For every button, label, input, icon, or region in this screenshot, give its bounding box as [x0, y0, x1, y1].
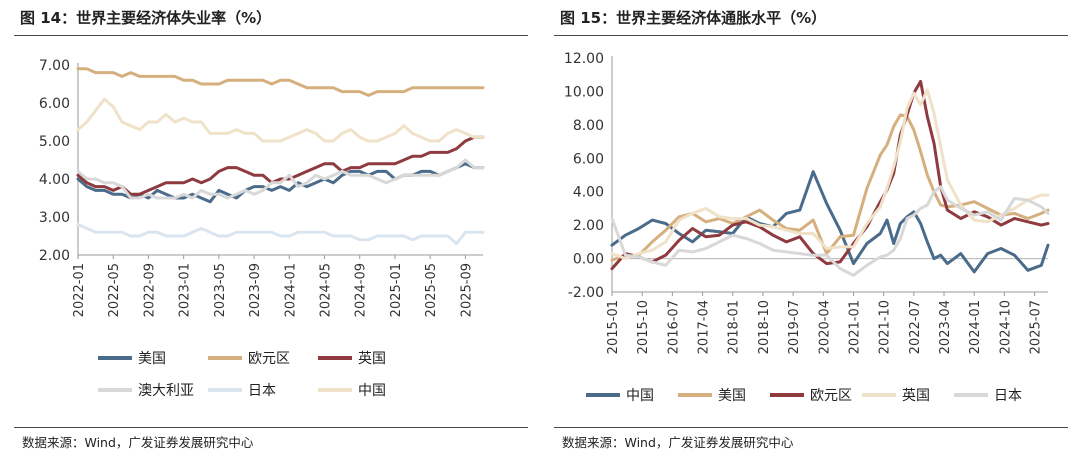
y-tick-label: -2.00: [568, 285, 604, 301]
legend-label: 美国: [718, 388, 746, 404]
legend-label: 美国: [138, 351, 166, 367]
x-tick-label: 2019-07: [787, 300, 802, 354]
inflation-chart-panel: 图 15：世界主要经济体通胀水平（%） 12.00 10.00 8.00 6.00 4.…: [540, 0, 1080, 459]
legend-label: 中国: [626, 388, 654, 404]
series-line-日本: [76, 223, 485, 246]
y-tick-label: 4.00: [573, 185, 604, 201]
x-tick-label: 2024-10: [998, 300, 1013, 354]
x-tick-label: 2025-05: [424, 263, 439, 317]
series-line-日本: [610, 185, 1050, 277]
x-tick-label: 2018-10: [757, 300, 772, 354]
legend-label: 日本: [248, 383, 276, 399]
legend-label: 中国: [358, 383, 386, 399]
y-tick-label: 6.00: [39, 96, 70, 112]
x-tick-label: 2023-01: [178, 263, 193, 317]
x-tick-label: 2015-10: [636, 300, 651, 354]
source-divider: [554, 427, 1068, 428]
y-tick-label: 7.00: [39, 58, 70, 74]
source-divider: [14, 427, 528, 428]
x-tick-label: 2020-04: [817, 300, 832, 354]
y-tick-label: 3.00: [39, 210, 70, 226]
x-tick-label: 2023-05: [213, 263, 228, 317]
series-line-美国: [610, 113, 1050, 262]
title-divider: [554, 35, 1068, 36]
x-tick-label: 2015-01: [606, 300, 621, 354]
series-line-中国: [610, 170, 1050, 274]
unemployment-chart-panel: 图 14：世界主要经济体失业率（%） 7.00 6.00 5.00 4.00 3.00 2…: [14, 9, 528, 450]
legend-label: 英国: [358, 350, 386, 367]
x-tick-label: 2022-07: [908, 300, 923, 354]
y-tick-label: 4.00: [39, 172, 70, 188]
series-line-欧元区: [76, 67, 485, 97]
chart-title: 图 14：世界主要经济体失业率（%）: [20, 9, 272, 27]
x-tick-label: 2022-05: [107, 263, 122, 317]
y-tick-label: 2.00: [39, 248, 70, 264]
x-tick-label: 2024-05: [319, 263, 334, 317]
x-tick-label: 2022-09: [142, 263, 157, 317]
x-tick-label: 2025-07: [1029, 300, 1044, 354]
chart-title: 图 15：世界主要经济体通胀水平（%）: [560, 9, 827, 27]
x-tick-label: 2025-09: [459, 263, 474, 317]
series-line-澳大利亚: [76, 158, 485, 200]
inflation-line-chart: 12.0010.008.006.004.002.000.00-2.002015-…: [564, 51, 1050, 404]
legend-label: 欧元区: [248, 351, 290, 367]
legend-label: 日本: [994, 388, 1022, 404]
x-tick-label: 2024-01: [283, 263, 298, 317]
y-tick-label: 2.00: [573, 218, 604, 234]
series-line-英国: [76, 135, 485, 196]
x-tick-label: 2023-04: [938, 300, 953, 354]
x-tick-label: 2018-01: [727, 300, 742, 354]
source-note: 数据来源：Wind，广发证券发展研究中心: [22, 435, 254, 450]
x-tick-label: 2021-01: [847, 300, 862, 354]
y-tick-label: 0.00: [573, 252, 604, 268]
y-tick-label: 8.00: [573, 118, 604, 134]
legend-label: 英国: [902, 387, 930, 404]
y-tick-label: 6.00: [573, 151, 604, 167]
x-tick-label: 2022-01: [72, 263, 87, 317]
legend-label: 欧元区: [810, 388, 852, 404]
x-tick-label: 2025-01: [389, 263, 404, 317]
legend-label: 澳大利亚: [138, 383, 194, 399]
y-tick-label: 5.00: [39, 134, 70, 150]
series-line-英国: [610, 88, 1050, 261]
series-line-中国: [76, 97, 485, 143]
x-tick-label: 2024-01: [968, 300, 983, 354]
y-tick-label: 12.00: [564, 51, 604, 67]
title-divider: [14, 35, 528, 36]
x-tick-label: 2021-10: [878, 300, 893, 354]
x-tick-label: 2016-07: [666, 300, 681, 354]
source-note: 数据来源：Wind，广发证券发展研究中心: [562, 435, 794, 450]
y-tick-label: 10.00: [564, 84, 604, 100]
x-tick-label: 2017-04: [697, 300, 712, 354]
x-tick-label: 2024-09: [354, 263, 369, 317]
series-line-欧元区: [610, 79, 1050, 271]
x-tick-label: 2023-09: [248, 263, 263, 317]
